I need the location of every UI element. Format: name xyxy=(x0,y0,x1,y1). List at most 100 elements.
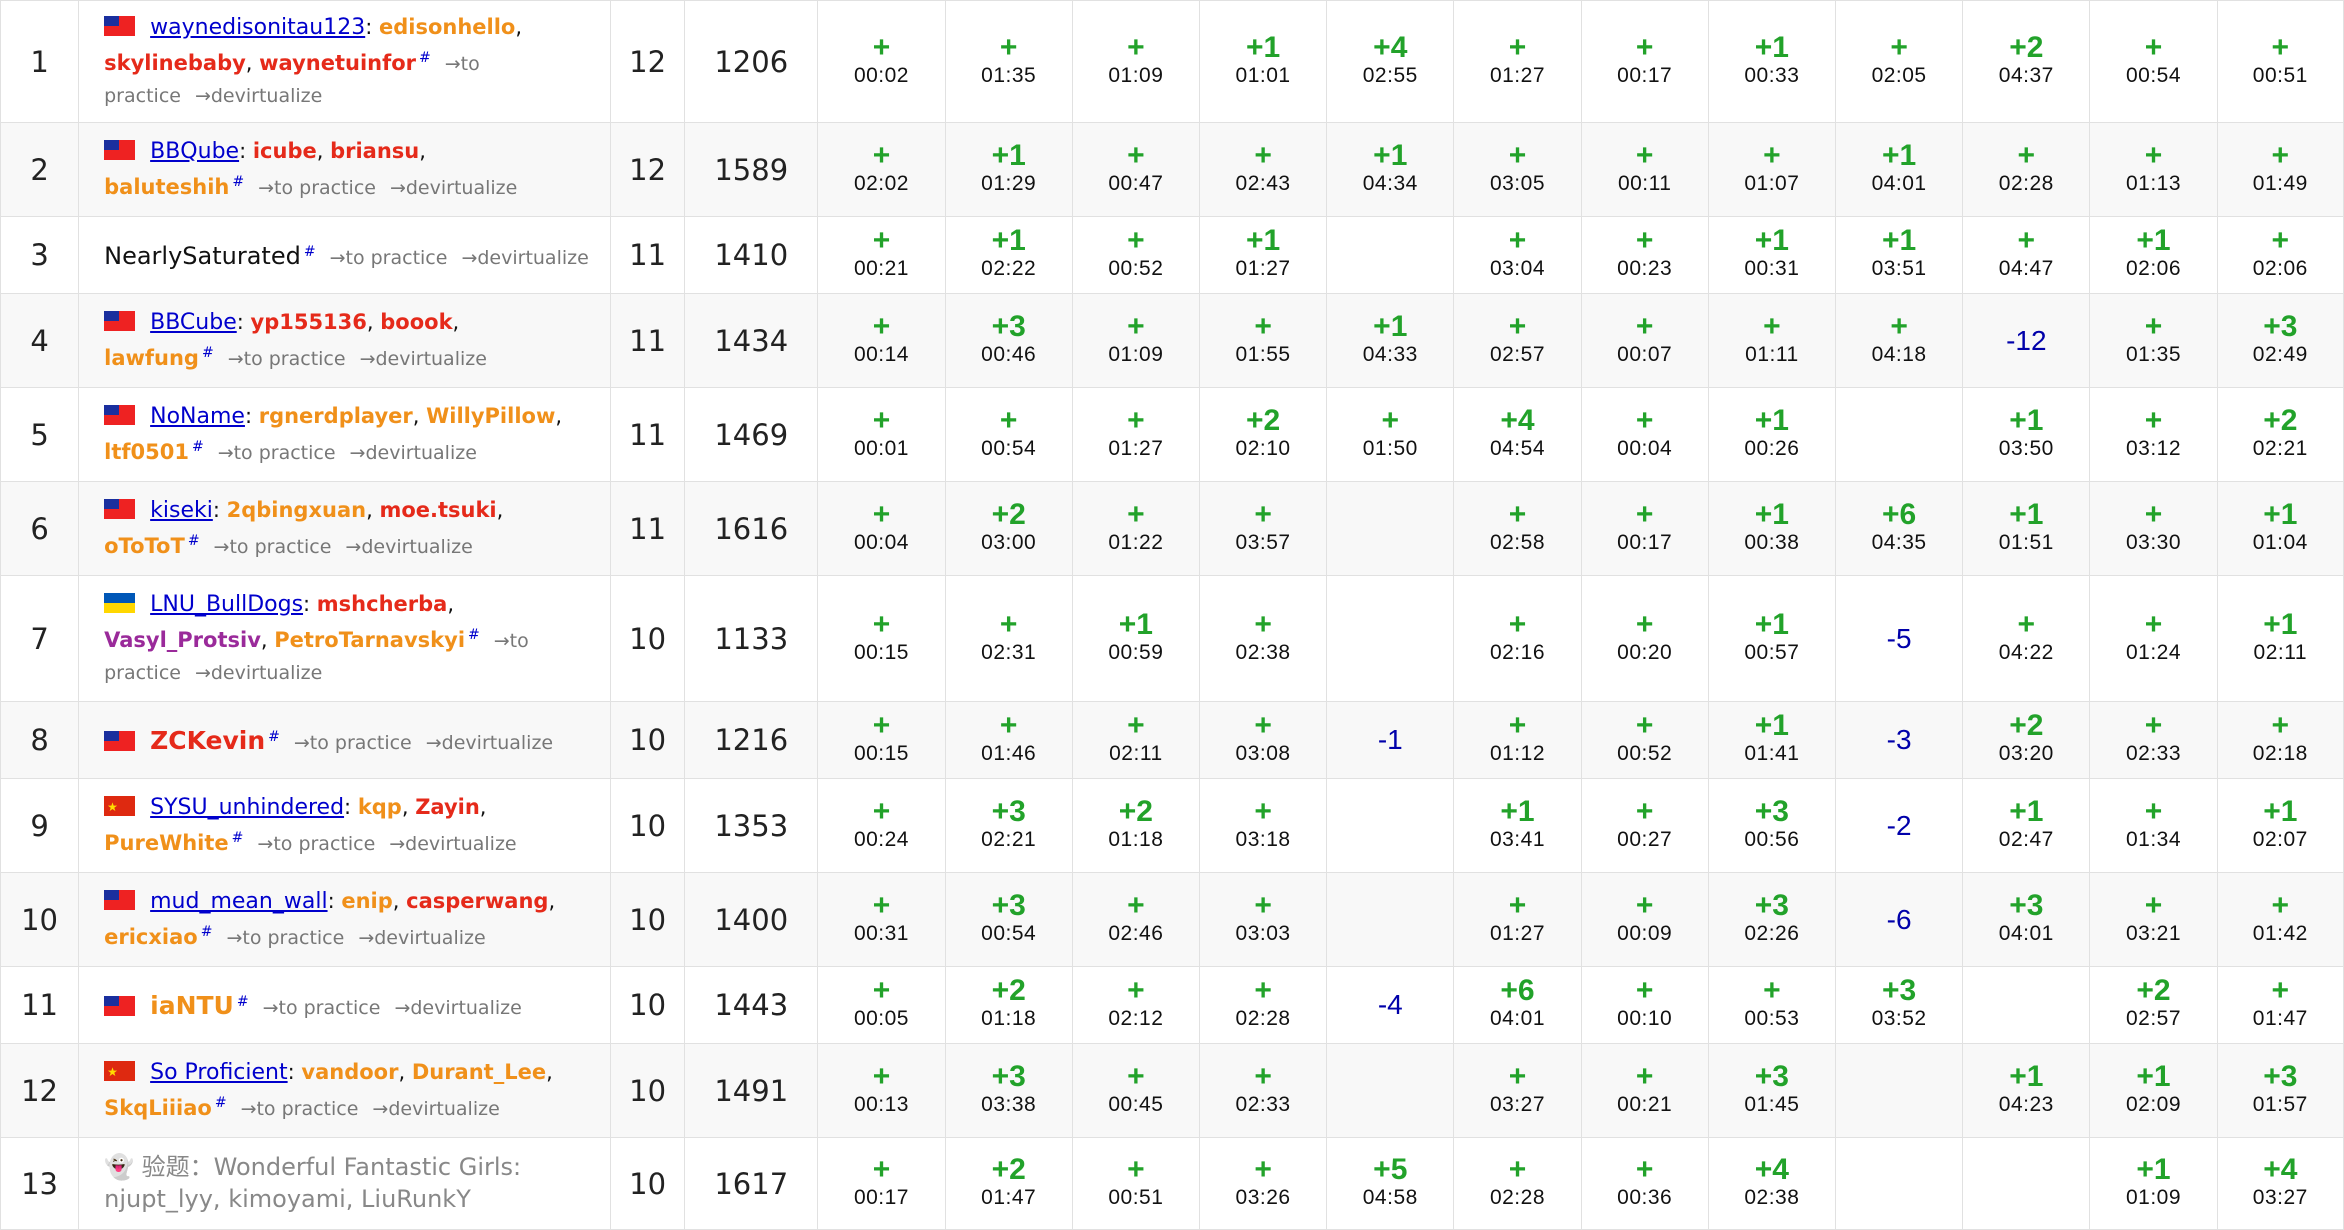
problem-result-cell[interactable]: +01:34 xyxy=(2089,778,2218,873)
member-link[interactable]: icube xyxy=(252,138,317,163)
problem-result-cell[interactable] xyxy=(1834,1043,1964,1138)
problem-result-cell[interactable]: +3 01:45 xyxy=(1707,1043,1837,1138)
problem-result-cell[interactable]: +3 00:54 xyxy=(944,872,1073,967)
submissions-hash-link[interactable]: # xyxy=(201,344,214,361)
problem-result-cell[interactable]: +6 04:35 xyxy=(1834,481,1964,576)
problem-result-cell[interactable]: +2 01:47 xyxy=(944,1137,1073,1230)
problem-result-cell[interactable] xyxy=(1834,387,1964,482)
problem-result-cell[interactable]: +01:13 xyxy=(2089,122,2218,217)
problem-result-cell[interactable]: +1 00:57 xyxy=(1707,575,1837,702)
submissions-hash-link[interactable]: # xyxy=(232,173,245,190)
problem-result-cell[interactable]: +01:27 xyxy=(1453,872,1582,967)
problem-result-cell[interactable]: +03:08 xyxy=(1198,701,1328,779)
submissions-hash-link[interactable]: # xyxy=(200,923,213,940)
problem-result-cell[interactable]: +03:05 xyxy=(1453,122,1582,217)
problem-result-cell[interactable]: +00:15 xyxy=(817,575,946,702)
problem-result-cell[interactable]: +2 02:10 xyxy=(1198,387,1328,482)
problem-result-cell[interactable] xyxy=(1326,1043,1455,1138)
problem-result-cell[interactable]: +1 02:11 xyxy=(2216,575,2344,702)
problem-result-cell[interactable] xyxy=(1326,872,1455,967)
problem-result-cell[interactable]: +2 04:37 xyxy=(1962,0,2091,123)
problem-result-cell[interactable]: +04:22 xyxy=(1962,575,2091,702)
problem-result-cell[interactable]: +00:09 xyxy=(1580,872,1709,967)
problem-result-cell[interactable]: +00:15 xyxy=(817,701,946,779)
problem-result-cell[interactable]: +1 00:59 xyxy=(1071,575,1200,702)
problem-result-cell[interactable]: +00:17 xyxy=(1580,481,1709,576)
problem-result-cell[interactable]: +02:31 xyxy=(944,575,1073,702)
member-link[interactable]: baluteshih xyxy=(104,174,230,199)
member-link[interactable]: vandoor xyxy=(301,1059,399,1084)
problem-result-cell[interactable]: +00:02 xyxy=(817,0,946,123)
problem-result-cell[interactable]: +01:50 xyxy=(1326,387,1455,482)
problem-result-cell[interactable]: +1 02:06 xyxy=(2089,216,2218,294)
problem-result-cell[interactable]: +2 03:20 xyxy=(1962,701,2091,779)
problem-result-cell[interactable] xyxy=(1326,778,1455,873)
problem-result-cell[interactable]: +03:27 xyxy=(1453,1043,1582,1138)
problem-result-cell[interactable]: +00:54 xyxy=(2089,0,2218,123)
problem-result-cell[interactable]: -6 xyxy=(1834,872,1964,967)
member-link[interactable]: edisonhello xyxy=(378,14,516,39)
problem-result-cell[interactable]: +02:28 xyxy=(1453,1137,1582,1230)
team-name-link[interactable]: NearlySaturated xyxy=(104,241,301,270)
problem-result-cell[interactable]: +00:51 xyxy=(2216,0,2344,123)
devirtualize-link[interactable]: →devirtualize xyxy=(359,347,487,370)
team-name-link[interactable]: BBCube xyxy=(150,309,237,335)
problem-result-cell[interactable]: +00:36 xyxy=(1580,1137,1709,1230)
problem-result-cell[interactable]: +01:11 xyxy=(1707,293,1837,388)
problem-result-cell[interactable]: +1 01:41 xyxy=(1707,701,1837,779)
to-practice-link[interactable]: →to practice xyxy=(227,347,346,370)
problem-result-cell[interactable]: +02:57 xyxy=(1453,293,1582,388)
submissions-hash-link[interactable]: # xyxy=(214,1094,227,1111)
problem-result-cell[interactable]: +1 04:01 xyxy=(1834,122,1964,217)
problem-result-cell[interactable]: +1 00:33 xyxy=(1707,0,1837,123)
problem-result-cell[interactable]: +1 01:01 xyxy=(1198,0,1328,123)
problem-result-cell[interactable]: +1 01:29 xyxy=(944,122,1073,217)
submissions-hash-link[interactable]: # xyxy=(187,532,200,549)
member-link[interactable]: boook xyxy=(380,309,453,334)
problem-result-cell[interactable]: +01:49 xyxy=(2216,122,2344,217)
team-name-link[interactable]: kiseki xyxy=(150,497,213,523)
to-practice-link[interactable]: →to practice xyxy=(258,176,376,199)
problem-result-cell[interactable]: -3 xyxy=(1834,701,1964,779)
submissions-hash-link[interactable]: # xyxy=(303,243,316,260)
problem-result-cell[interactable]: +00:27 xyxy=(1580,778,1709,873)
problem-result-cell[interactable]: +2 02:57 xyxy=(2089,966,2218,1044)
problem-result-cell[interactable]: +00:17 xyxy=(1580,0,1709,123)
member-link[interactable]: Durant_Lee xyxy=(411,1059,547,1084)
problem-result-cell[interactable]: +01:27 xyxy=(1071,387,1200,482)
problem-result-cell[interactable]: +1 03:51 xyxy=(1834,216,1964,294)
member-link[interactable]: casperwang xyxy=(406,888,549,913)
problem-result-cell[interactable]: +1 03:41 xyxy=(1453,778,1582,873)
problem-result-cell[interactable]: +03:21 xyxy=(2089,872,2218,967)
to-practice-link[interactable]: →to practice xyxy=(213,535,332,558)
problem-result-cell[interactable]: +00:11 xyxy=(1580,122,1709,217)
problem-result-cell[interactable]: +04:47 xyxy=(1962,216,2091,294)
problem-result-cell[interactable]: +5 04:58 xyxy=(1326,1137,1455,1230)
problem-result-cell[interactable]: +00:24 xyxy=(817,778,946,873)
problem-result-cell[interactable]: +01:35 xyxy=(944,0,1073,123)
problem-result-cell[interactable]: +1 02:47 xyxy=(1962,778,2091,873)
problem-result-cell[interactable]: +04:18 xyxy=(1834,293,1964,388)
problem-result-cell[interactable]: +01:09 xyxy=(1071,0,1200,123)
problem-result-cell[interactable]: +00:51 xyxy=(1071,1137,1200,1230)
member-link[interactable]: yp155136 xyxy=(250,309,367,334)
to-practice-link[interactable]: →to practice xyxy=(104,52,480,107)
submissions-hash-link[interactable]: # xyxy=(191,438,204,455)
problem-result-cell[interactable]: +03:30 xyxy=(2089,481,2218,576)
problem-result-cell[interactable]: +01:35 xyxy=(2089,293,2218,388)
problem-result-cell[interactable]: +1 04:34 xyxy=(1326,122,1455,217)
problem-result-cell[interactable]: +00:17 xyxy=(817,1137,946,1230)
problem-result-cell[interactable]: +3 04:01 xyxy=(1962,872,2091,967)
problem-result-cell[interactable]: +1 01:27 xyxy=(1198,216,1328,294)
problem-result-cell[interactable]: +00:23 xyxy=(1580,216,1709,294)
problem-result-cell[interactable] xyxy=(1326,481,1455,576)
member-link[interactable]: WillyPillow xyxy=(426,403,556,428)
member-link[interactable]: Vasyl_Protsiv xyxy=(104,627,261,652)
problem-result-cell[interactable]: -2 xyxy=(1834,778,1964,873)
member-link[interactable]: briansu xyxy=(330,138,420,163)
problem-result-cell[interactable]: +02:02 xyxy=(817,122,946,217)
problem-result-cell[interactable]: +3 03:52 xyxy=(1834,966,1964,1044)
problem-result-cell[interactable]: +2 01:18 xyxy=(944,966,1073,1044)
submissions-hash-link[interactable]: # xyxy=(419,49,431,66)
problem-result-cell[interactable]: +01:12 xyxy=(1453,701,1582,779)
